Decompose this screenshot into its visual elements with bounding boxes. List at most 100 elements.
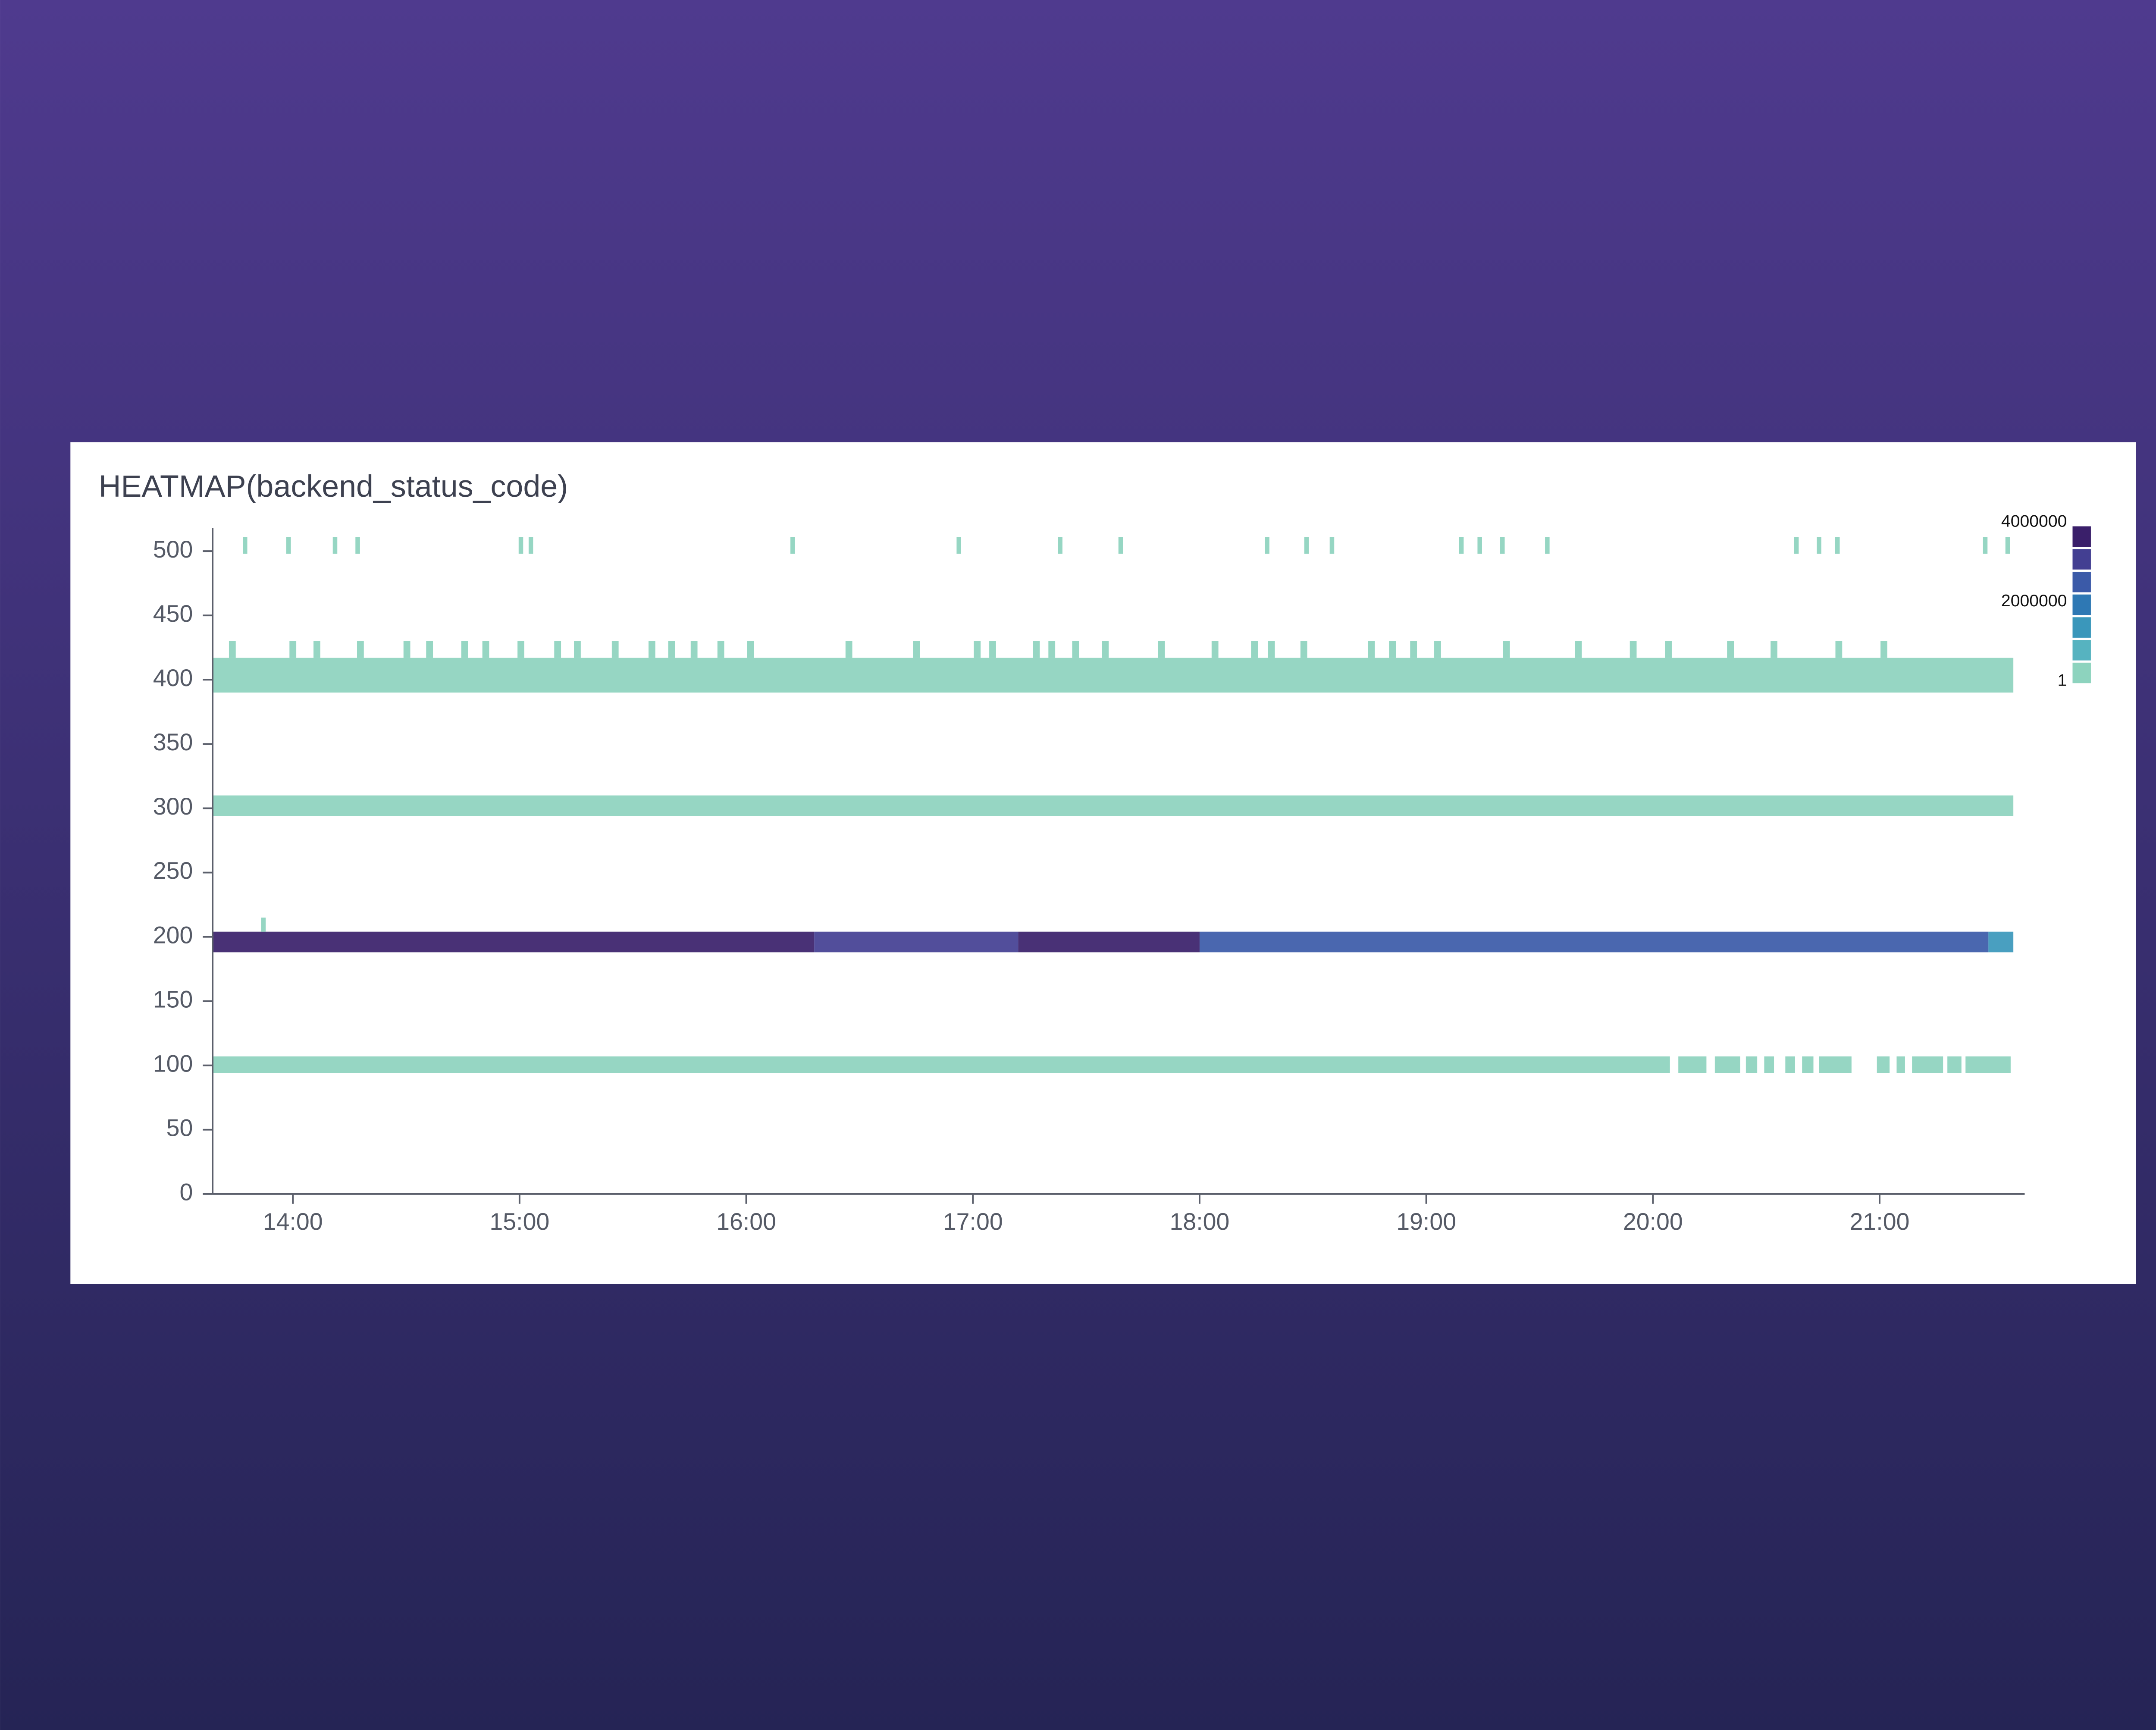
heatmap-cell [1794,537,1799,554]
heatmap-cell [1947,1056,1962,1073]
x-tick-label: 14:00 [263,1208,323,1235]
y-tick-label: 300 [153,793,193,820]
legend-tick-label: 1 [2058,671,2067,690]
heatmap-cell [213,795,2014,816]
heatmap-cell [2005,537,2010,554]
heatmap-cell [554,641,561,658]
heatmap-cell [1802,1056,1814,1073]
heatmap-cell [1500,537,1505,554]
heatmap-cell [1118,537,1123,554]
heatmap-cell [649,641,655,658]
heatmap-cell [956,537,961,554]
heatmap-cell [332,537,338,554]
heatmap-cell [1434,641,1441,658]
heatmap-cell [1158,641,1165,658]
y-tick-label: 400 [153,664,193,691]
heatmap-cell [355,537,360,554]
y-tick-label: 0 [180,1179,193,1206]
y-tick-label: 350 [153,729,193,755]
heatmap-cell [1304,537,1309,554]
heatmap-cell [1785,1056,1795,1073]
y-tick-label: 200 [153,921,193,948]
heatmap-cell [1983,537,1988,554]
heatmap-cell [1058,537,1062,554]
heatmap-cell [213,658,2014,693]
heatmap-cell [1368,641,1375,658]
heatmap-cell [243,537,248,554]
heatmap-cell [1817,537,1821,554]
legend-swatch [2072,594,2091,615]
heatmap-cell [403,641,411,658]
heatmap-cell [1102,641,1109,658]
heatmap-cell [845,641,852,658]
heatmap-cell [1199,931,1989,953]
heatmap-cell [1018,931,1200,953]
heatmap-cell [289,641,297,658]
heatmap-cell [1268,641,1275,658]
heatmap-cell [1835,641,1843,658]
heatmap-cell [790,537,795,554]
heatmap-cell [1329,537,1335,554]
legend-swatch [2072,526,2091,547]
heatmap-cell [213,931,815,953]
x-tick-label: 20:00 [1623,1208,1683,1235]
heatmap-cell [1965,1056,2011,1073]
heatmap-cell [668,641,675,658]
y-tick-label: 450 [153,600,193,627]
heatmap-cell [1459,537,1464,554]
heatmap-cell [1727,641,1734,658]
heatmap-cell [611,641,619,658]
heatmap-cell [1745,1056,1758,1073]
legend-swatch [2072,662,2091,683]
heatmap-cell [1678,1056,1707,1073]
heatmap-cell [1265,537,1269,554]
legend-tick-label: 4000000 [2001,512,2067,531]
y-tick-label: 500 [153,536,193,563]
heatmap-cell [313,641,320,658]
legend-swatch [2072,640,2091,661]
heatmap-cell [286,537,291,554]
heatmap-cell [518,537,523,554]
heatmap-cell [747,641,754,658]
x-tick-label: 17:00 [943,1208,1003,1235]
x-tick-label: 15:00 [489,1208,549,1235]
heatmap-cell [717,641,724,658]
heatmap-cell [517,641,524,658]
y-tick-label: 250 [153,857,193,884]
heatmap-cell [1912,1056,1943,1073]
heatmap-cell [213,1056,1670,1073]
heatmap-cell [1877,1056,1890,1073]
heatmap-cell [1545,537,1550,554]
heatmap-cell [1880,641,1887,658]
heatmap-cell [461,641,468,658]
heatmap-cell [1665,641,1672,658]
x-tick-label: 18:00 [1170,1208,1230,1235]
heatmap-cell [482,641,489,658]
y-tick-label: 100 [153,1050,193,1077]
heatmap-cell [1211,641,1219,658]
heatmap-cell [1896,1056,1905,1073]
x-tick-label: 21:00 [1850,1208,1910,1235]
y-tick-label: 50 [166,1115,193,1141]
legend-tick-label: 2000000 [2001,592,2067,610]
heatmap-cell [528,537,533,554]
x-tick-label: 19:00 [1396,1208,1456,1235]
heatmap-cell [1300,641,1307,658]
heatmap-cell [1503,641,1510,658]
heatmap-cell [1033,641,1040,658]
heatmap-cell [974,641,981,658]
heatmap-cell [1630,641,1637,658]
heatmap-cell [1835,537,1840,554]
heatmap-cell [1575,641,1582,658]
heatmap-cell [261,917,266,932]
heatmap-cell [989,641,996,658]
plot: 0 50 100 150 200 250 300 350 400 450 500 14:00 15:00… [153,512,2091,1235]
heatmap-cell [1389,641,1396,658]
heatmap-cell [913,641,920,658]
heatmap-cell [357,641,364,658]
heatmap-cell [1771,641,1777,658]
y-tick-label: 150 [153,986,193,1012]
heatmap-cell [1714,1056,1740,1073]
